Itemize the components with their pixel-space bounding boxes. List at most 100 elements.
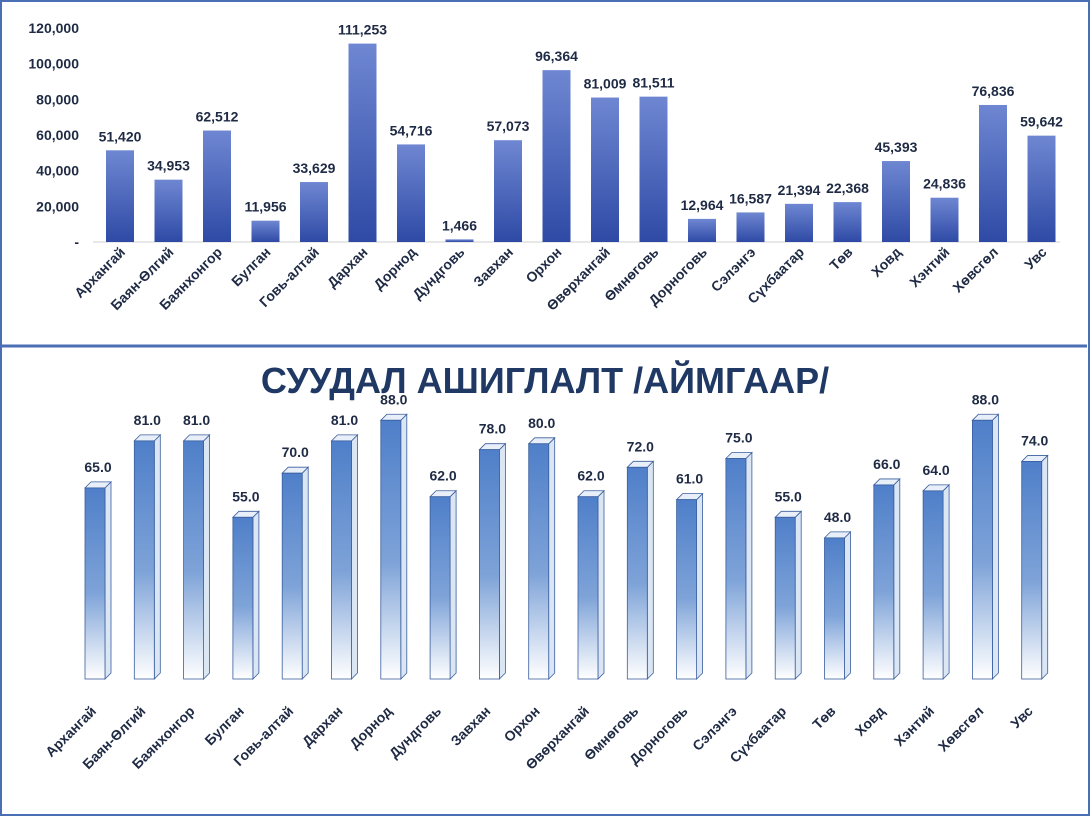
data-label: 1,466 xyxy=(442,217,477,233)
bar xyxy=(348,43,377,242)
category-label: Хөвсгөл xyxy=(935,703,987,755)
data-label: 16,587 xyxy=(729,190,772,206)
bar-series xyxy=(84,413,1049,680)
bar-side xyxy=(203,433,211,680)
bar-side xyxy=(745,451,753,680)
bar-side xyxy=(597,489,605,680)
category-label: Дархан xyxy=(324,244,371,291)
bar xyxy=(494,140,522,242)
data-label: 62.0 xyxy=(577,468,604,484)
bar xyxy=(300,182,328,242)
bar xyxy=(833,202,862,242)
category-label: Ховд xyxy=(868,244,904,280)
data-label: 81.0 xyxy=(134,412,161,428)
bar-side xyxy=(696,492,703,680)
category-label: Завхан xyxy=(470,244,516,290)
bar-front xyxy=(528,443,550,680)
data-label: 81.0 xyxy=(331,412,358,428)
data-label: 22,368 xyxy=(826,180,869,196)
y-axis-ticks: - 20,000 40,000 60,000 80,000 100,000 120,000 xyxy=(28,20,79,250)
data-label: 55.0 xyxy=(232,488,259,504)
bar xyxy=(542,70,571,242)
bar xyxy=(84,480,112,680)
bar-front xyxy=(281,472,303,680)
category-label: Орхон xyxy=(501,703,543,745)
bar-side xyxy=(104,480,112,680)
data-label: 48.0 xyxy=(824,509,851,525)
data-label: 81,009 xyxy=(584,76,627,92)
data-label: 24,836 xyxy=(923,176,966,192)
bar xyxy=(429,489,458,680)
bar xyxy=(971,413,1000,680)
bar-front xyxy=(873,484,895,680)
category-label: Сэлэнгэ xyxy=(689,703,740,754)
bar xyxy=(639,96,668,242)
category-label: Завхан xyxy=(447,703,493,749)
bar xyxy=(882,161,910,242)
bar-side xyxy=(893,477,901,680)
category-label: Орхон xyxy=(522,244,564,286)
bar-front xyxy=(183,440,205,680)
bar-front xyxy=(380,419,402,680)
bar-front xyxy=(824,537,845,680)
bar-front xyxy=(577,496,599,680)
bar xyxy=(626,460,655,680)
y-tick-label: 20,000 xyxy=(36,198,79,214)
category-label: Дорнод xyxy=(370,244,419,293)
bar-side xyxy=(498,442,506,680)
category-label: Төв xyxy=(809,703,839,733)
data-label: 61.0 xyxy=(676,471,703,487)
bar xyxy=(785,203,813,242)
data-label: 80.0 xyxy=(528,415,555,431)
bar-front xyxy=(922,490,944,680)
data-label: 81.0 xyxy=(183,412,210,428)
bar-side xyxy=(548,436,556,680)
data-label: 70.0 xyxy=(282,444,309,460)
data-label: 33,629 xyxy=(293,160,336,176)
bar xyxy=(724,451,753,680)
bar-front xyxy=(84,487,106,680)
y-tick-label: 100,000 xyxy=(28,56,79,72)
data-labels: 51,420 34,953 62,512 11,956 33,629 111,253 54,… xyxy=(99,22,1064,234)
bar xyxy=(675,492,704,680)
bar-side xyxy=(153,433,161,680)
data-label: 51,420 xyxy=(99,128,142,144)
bar xyxy=(774,510,803,680)
data-label: 62.0 xyxy=(429,468,456,484)
bar xyxy=(736,212,765,242)
bar xyxy=(872,477,901,680)
bar-front xyxy=(972,419,993,680)
data-label: 81,511 xyxy=(632,75,674,91)
category-label: Хөвсгөл xyxy=(949,244,1001,296)
category-label: Хэнтий xyxy=(891,703,937,749)
passengers-chart: -20,00040,00060,00080,000100,000120,000 … xyxy=(28,20,1063,314)
bar xyxy=(397,144,425,242)
bar-side xyxy=(942,483,950,680)
data-label: 88.0 xyxy=(972,391,999,407)
bar-front xyxy=(232,516,254,680)
data-label: 54,716 xyxy=(390,122,433,138)
bar-front xyxy=(133,440,155,680)
bar xyxy=(379,413,408,680)
data-label: 62,512 xyxy=(196,109,239,125)
data-label: 64.0 xyxy=(922,462,949,478)
bar-front xyxy=(774,516,796,680)
data-label: 55.0 xyxy=(775,488,802,504)
bar xyxy=(922,483,951,680)
bar xyxy=(478,442,507,680)
bar xyxy=(1027,135,1056,242)
bar xyxy=(688,218,716,242)
y-tick-label: 40,000 xyxy=(36,163,79,179)
data-label: 45,393 xyxy=(875,139,918,155)
bar xyxy=(1020,454,1049,680)
chart-title: СУУДАЛ АШИГЛАЛТ /АЙМГААР/ xyxy=(261,359,829,401)
bar-side xyxy=(449,489,457,680)
category-label: Булган xyxy=(228,244,274,290)
bar xyxy=(251,220,280,242)
category-label: Дорнод xyxy=(346,703,395,752)
bar xyxy=(823,530,852,680)
bar-side xyxy=(252,510,260,680)
bar-side xyxy=(992,413,999,680)
